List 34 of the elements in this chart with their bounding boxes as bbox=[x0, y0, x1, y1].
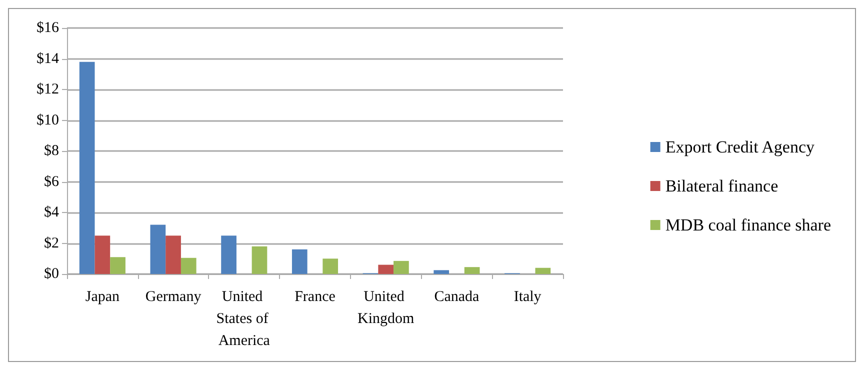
bar bbox=[166, 236, 181, 274]
x-tick-label: Canada bbox=[434, 289, 480, 305]
x-tick-label: United States of America bbox=[216, 289, 272, 349]
bar bbox=[221, 236, 236, 274]
x-tick-label: Germany bbox=[145, 289, 202, 305]
bar bbox=[464, 267, 480, 274]
bar bbox=[110, 257, 126, 274]
legend-label: Bilateral finance bbox=[665, 176, 778, 196]
y-tick-label: $16 bbox=[36, 20, 60, 36]
bar bbox=[434, 270, 450, 274]
bar bbox=[252, 246, 268, 274]
y-tick-label: $2 bbox=[44, 235, 59, 252]
bar bbox=[94, 236, 110, 274]
y-tick-label: $14 bbox=[36, 50, 60, 67]
bar bbox=[535, 268, 551, 274]
bar bbox=[79, 62, 95, 274]
x-tick-label: Italy bbox=[514, 289, 542, 305]
x-tick-label: France bbox=[294, 289, 336, 305]
y-tick-label: $0 bbox=[44, 266, 59, 282]
bar bbox=[378, 264, 394, 274]
bar bbox=[150, 224, 166, 274]
x-tick-label: United Kingdom bbox=[358, 289, 415, 327]
bar bbox=[292, 249, 308, 274]
bar bbox=[180, 258, 196, 274]
y-tick-label: $4 bbox=[44, 204, 60, 220]
y-tick-label: $10 bbox=[36, 112, 59, 128]
y-tick-label: $8 bbox=[44, 143, 59, 159]
bar bbox=[322, 258, 338, 274]
y-tick-label: $6 bbox=[44, 174, 60, 190]
y-tick-label: $12 bbox=[36, 82, 59, 98]
bar bbox=[394, 260, 409, 274]
legend-label: Export Credit Agency bbox=[665, 138, 816, 156]
x-tick-label: Japan bbox=[85, 289, 120, 305]
legend-label: MDB coal finance share bbox=[665, 216, 832, 234]
